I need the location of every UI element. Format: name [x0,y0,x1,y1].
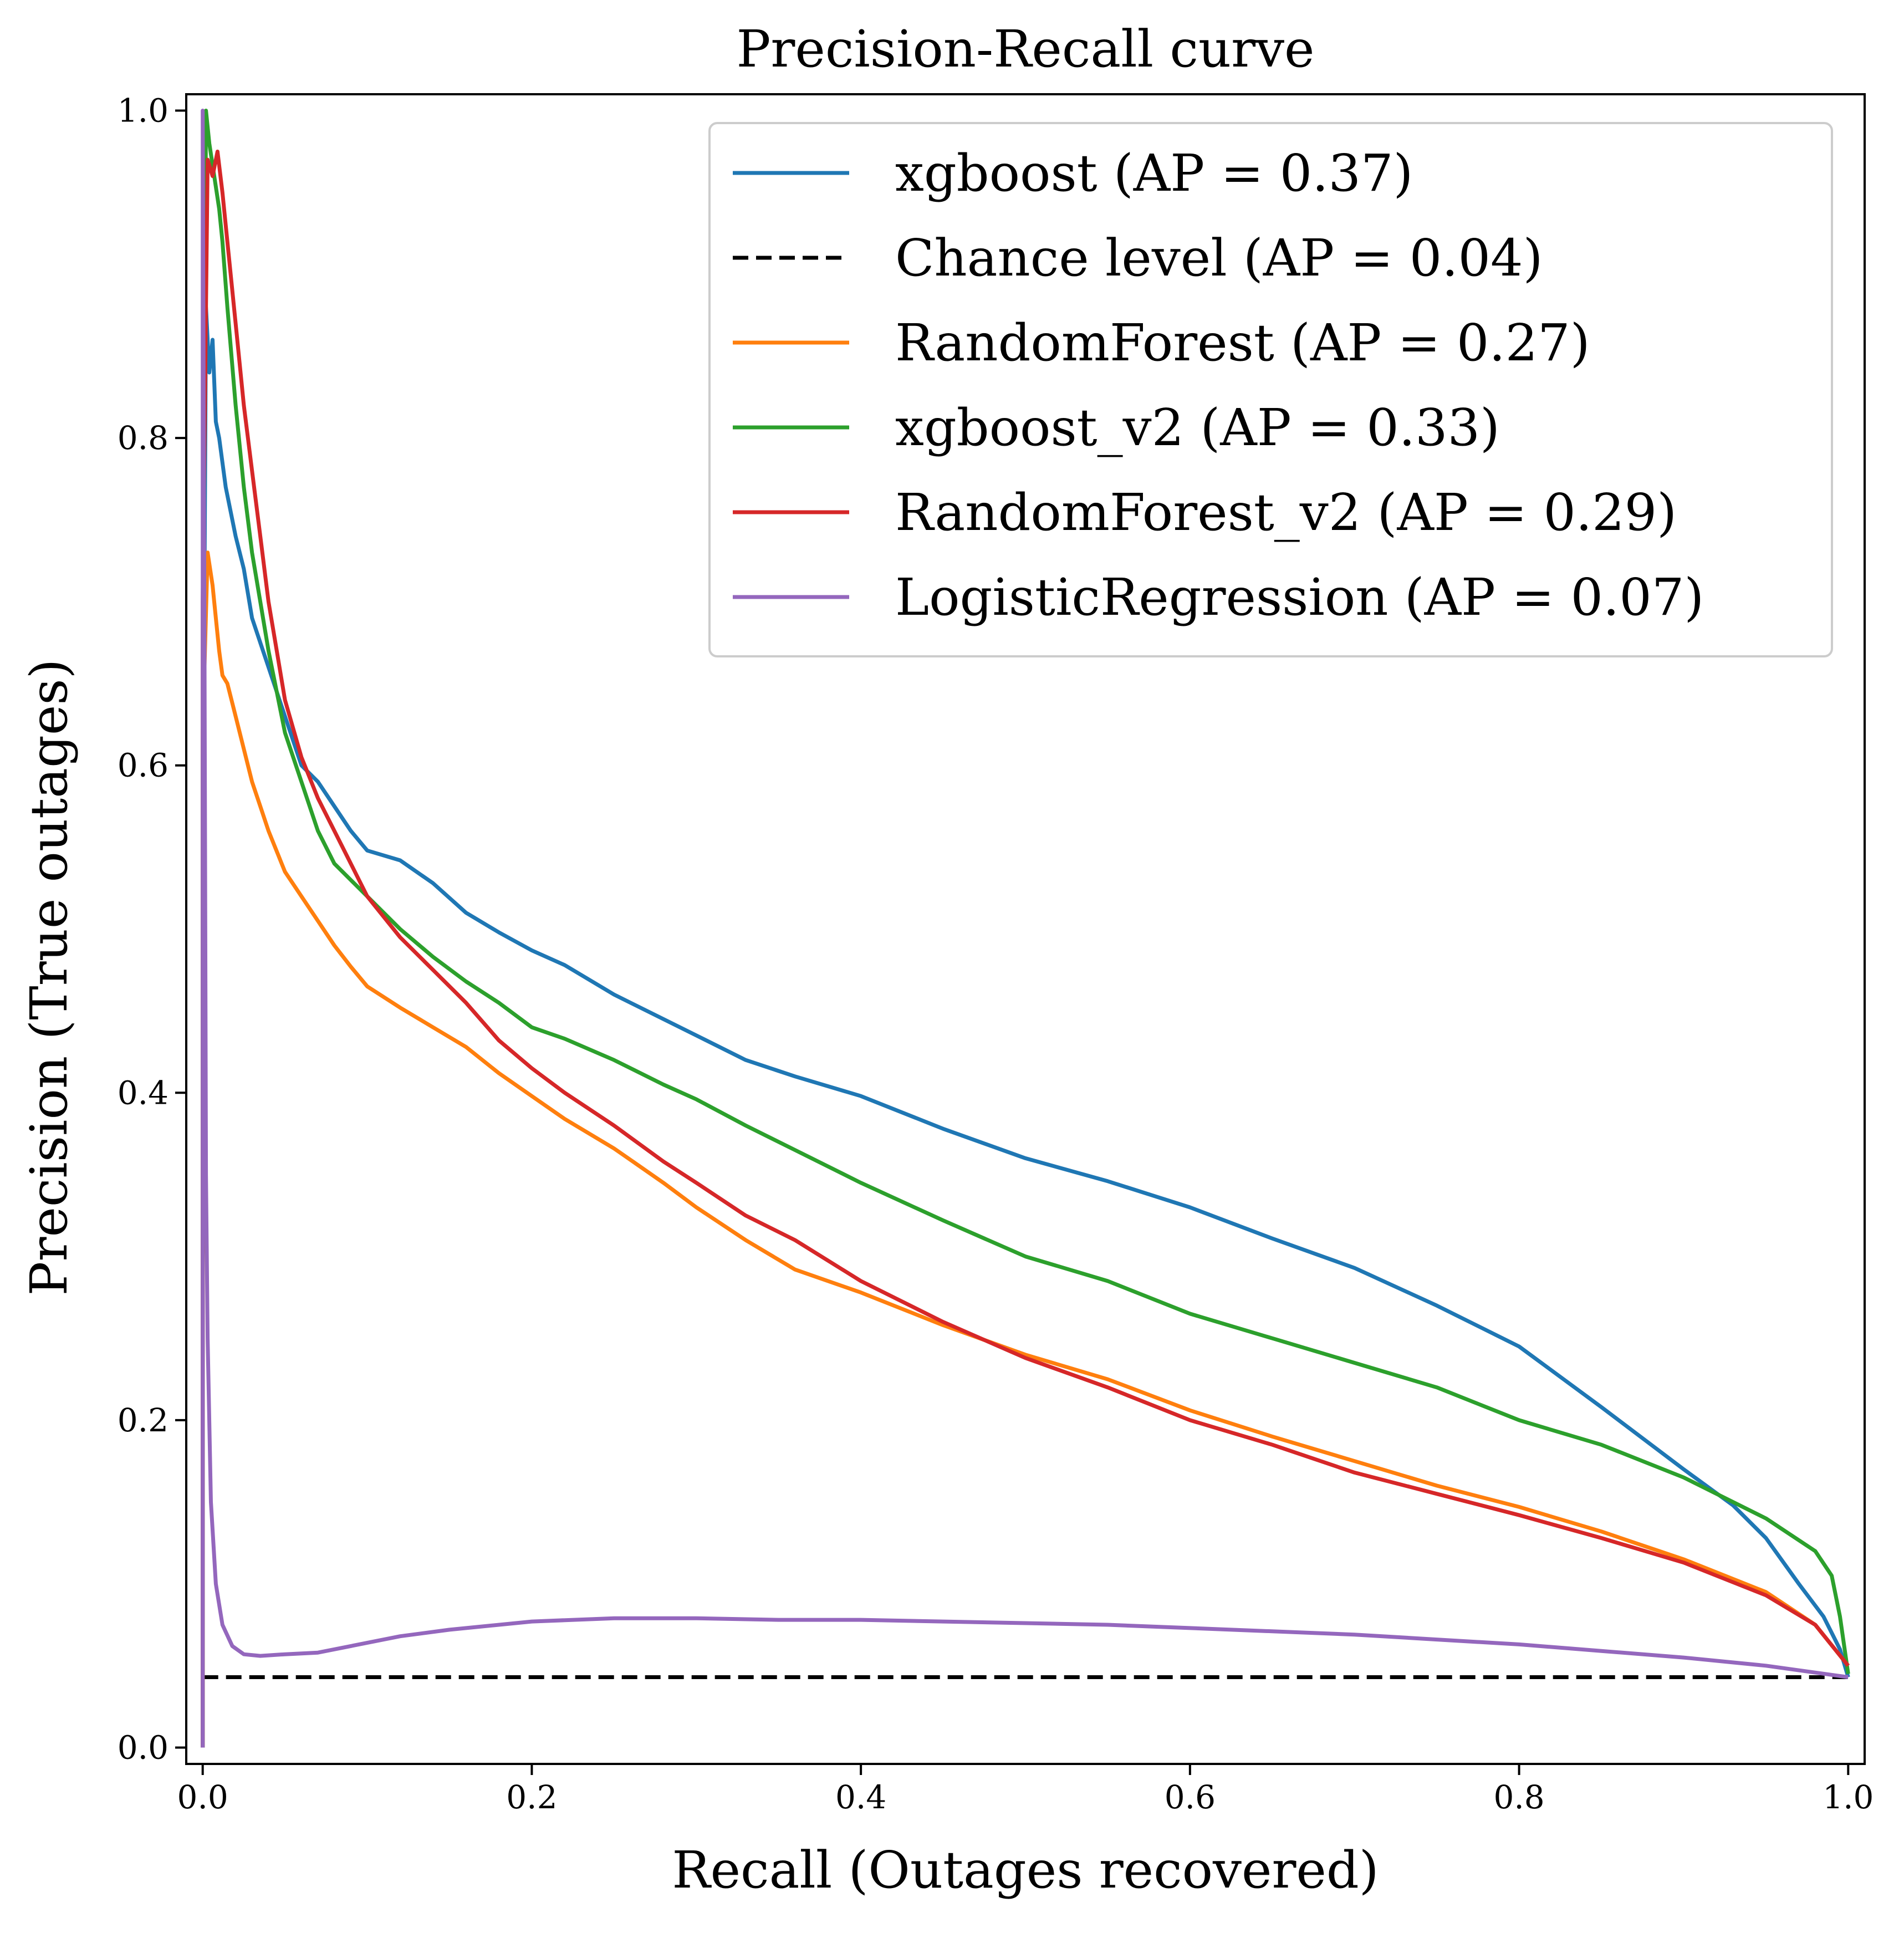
y-tick-label: 0.8 [118,419,169,457]
legend-label: RandomForest_v2 (AP = 0.29) [895,483,1677,542]
y-tick-label: 0.6 [118,747,169,784]
legend: xgboost (AP = 0.37) Chance level (AP = 0.… [708,122,1833,657]
legend-label: RandomForest (AP = 0.27) [895,313,1590,373]
legend-box [708,122,1833,657]
series-line-randomforest-v2 [201,149,1850,1748]
x-tick-label: 0.2 [506,1778,557,1816]
y-tick-label: 0.2 [118,1401,169,1439]
x-tick-label: 0.6 [1165,1778,1216,1816]
x-tick-label: 0.4 [835,1778,886,1816]
y-tick-label: 0.0 [118,1728,169,1766]
plot-frame [185,93,1866,1765]
legend-label: xgboost (AP = 0.37) [895,144,1413,203]
y-tick-label: 0.4 [118,1074,169,1111]
series-line-randomforest [201,550,1850,1748]
x-tick-label: 1.0 [1823,1778,1874,1816]
series-line-xgboost [201,305,1850,1748]
x-axis-label: Recall (Outages recovered) [672,1840,1379,1900]
axis-ticks: 0.0 0.2 0.4 0.6 0.8 1.0 0.0 0.2 0.4 0.6 0.8 1.0 [118,92,1874,1816]
legend-label: LogisticRegression (AP = 0.07) [895,568,1704,627]
x-tick-label: 0.0 [177,1778,228,1816]
series-line-xgboost-v2 [201,109,1850,1748]
x-tick-label: 0.8 [1493,1778,1544,1816]
y-axis-label: Precision (True outages) [19,659,79,1296]
legend-label: xgboost_v2 (AP = 0.33) [895,398,1500,457]
y-tick-label: 1.0 [118,92,169,130]
plot-area [201,109,1850,1748]
series-line-logisticregression [201,109,1849,1748]
chart-title: Precision-Recall curve [737,19,1315,79]
legend-label: Chance level (AP = 0.04) [895,228,1543,288]
